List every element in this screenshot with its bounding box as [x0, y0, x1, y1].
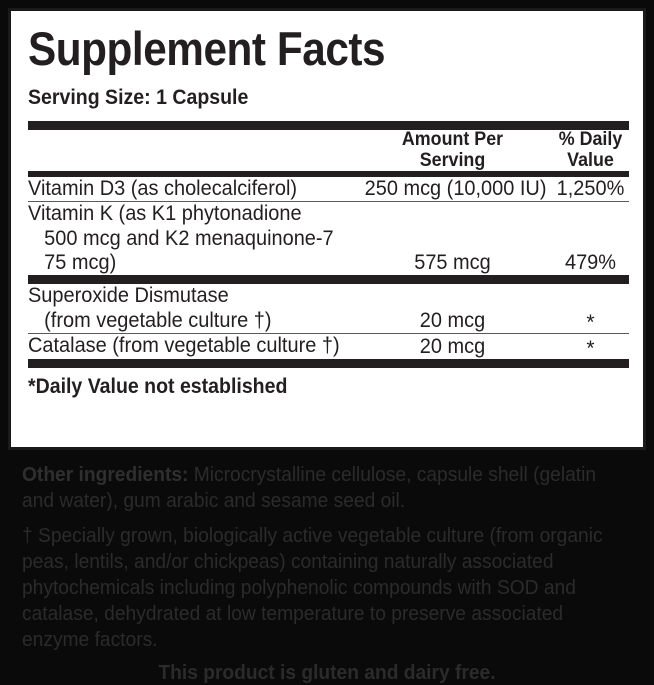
gluten-dairy-free-claim: This product is gluten and dairy free. [158, 662, 496, 684]
other-ingredients-paragraph: Other ingredients: Microcrystalline cell… [22, 462, 608, 514]
nutrient-amount-cell: 575 mcg [414, 251, 491, 275]
other-ingredients-label: Other ingredients: [22, 464, 189, 486]
header-top-bar [28, 121, 629, 130]
serving-size-text: Serving Size: 1 Capsule [28, 86, 249, 109]
nutrient-daily-value-cell: 479% [564, 251, 617, 275]
header-amount-line2: Serving [419, 149, 486, 171]
nutrient-row-vitamin-k-table: Vitamin K (as K1 phytonadione 500 mcg an… [28, 202, 636, 275]
nutrient-name-line1: Superoxide Dismutase [28, 284, 229, 308]
table-row: Superoxide Dismutase (from vegetable cul… [28, 284, 636, 333]
section-bar-2 [28, 358, 629, 368]
nutrient-name-cell: Vitamin D3 (as cholecalciferol) [28, 177, 343, 201]
row-divider-2 [28, 333, 629, 335]
nutrient-row-vitamin-d3-table: Vitamin D3 (as cholecalciferol) 250 mcg … [28, 177, 636, 201]
nutrient-name-line1: Vitamin K (as K1 phytonadione [28, 202, 302, 226]
nutrition-table: Amount Per Serving % Daily Value [28, 129, 636, 171]
nutrient-daily-value-cell: * [586, 311, 595, 335]
nutrient-amount-cell: 20 mcg [419, 309, 486, 333]
nutrient-name-line3: 75 mcg) [44, 251, 117, 275]
nutrient-name-line2: 500 mcg and K2 menaquinone-7 [44, 226, 334, 250]
nutrient-row-sod-table: Superoxide Dismutase (from vegetable cul… [28, 284, 636, 333]
panel-title: Supplement Facts [28, 22, 386, 75]
section-bar-1 [28, 275, 629, 285]
nutrient-name-line2: (from vegetable culture †) [44, 308, 272, 332]
nutrient-daily-value-cell: 1,250% [556, 177, 625, 201]
daily-value-footnote: *Daily Value not established [28, 374, 288, 398]
lower-info-section: Other ingredients: Microcrystalline cell… [0, 452, 654, 684]
nutrient-name-cell: Superoxide Dismutase (from vegetable cul… [28, 284, 343, 333]
nutrient-amount-cell: 250 mcg (10,000 IU) [364, 177, 547, 201]
nutrient-row-catalase-table: Catalase (from vegetable culture †) 20 m… [28, 334, 636, 360]
table-row: Vitamin K (as K1 phytonadione 500 mcg an… [28, 202, 636, 275]
dagger-note-paragraph: † Specially grown, biologically active v… [22, 525, 603, 651]
other-ingredients-text: Microcrystalline cellulose, capsule shel… [22, 464, 597, 512]
supplement-facts-panel: Supplement Facts Serving Size: 1 Capsule… [8, 8, 646, 450]
nutrient-name-line1: Catalase (from vegetable culture †) [28, 334, 340, 358]
row-divider-1 [28, 201, 629, 203]
header-dv-line1: % Daily [558, 129, 623, 150]
table-row: Catalase (from vegetable culture †) 20 m… [28, 334, 636, 360]
nutrient-name-cell: Catalase (from vegetable culture †) [28, 334, 343, 358]
table-header-row: Amount Per Serving % Daily Value [28, 129, 636, 171]
nutrient-name-line1: Vitamin D3 (as cholecalciferol) [28, 177, 298, 201]
table-row: Vitamin D3 (as cholecalciferol) 250 mcg … [28, 177, 636, 201]
nutrient-amount-cell: 20 mcg [419, 334, 486, 358]
nutrient-daily-value-cell: * [586, 336, 595, 360]
nutrient-name-cell: Vitamin K (as K1 phytonadione 500 mcg an… [28, 202, 343, 275]
header-nutrient-cell [28, 130, 360, 171]
header-dv-line2: Value [567, 149, 614, 171]
header-amount-cell: Amount Per Serving [366, 129, 540, 171]
header-bottom-rule [28, 171, 629, 178]
header-daily-value-cell: % Daily Value [548, 129, 634, 171]
header-amount-line1: Amount Per [401, 129, 504, 150]
